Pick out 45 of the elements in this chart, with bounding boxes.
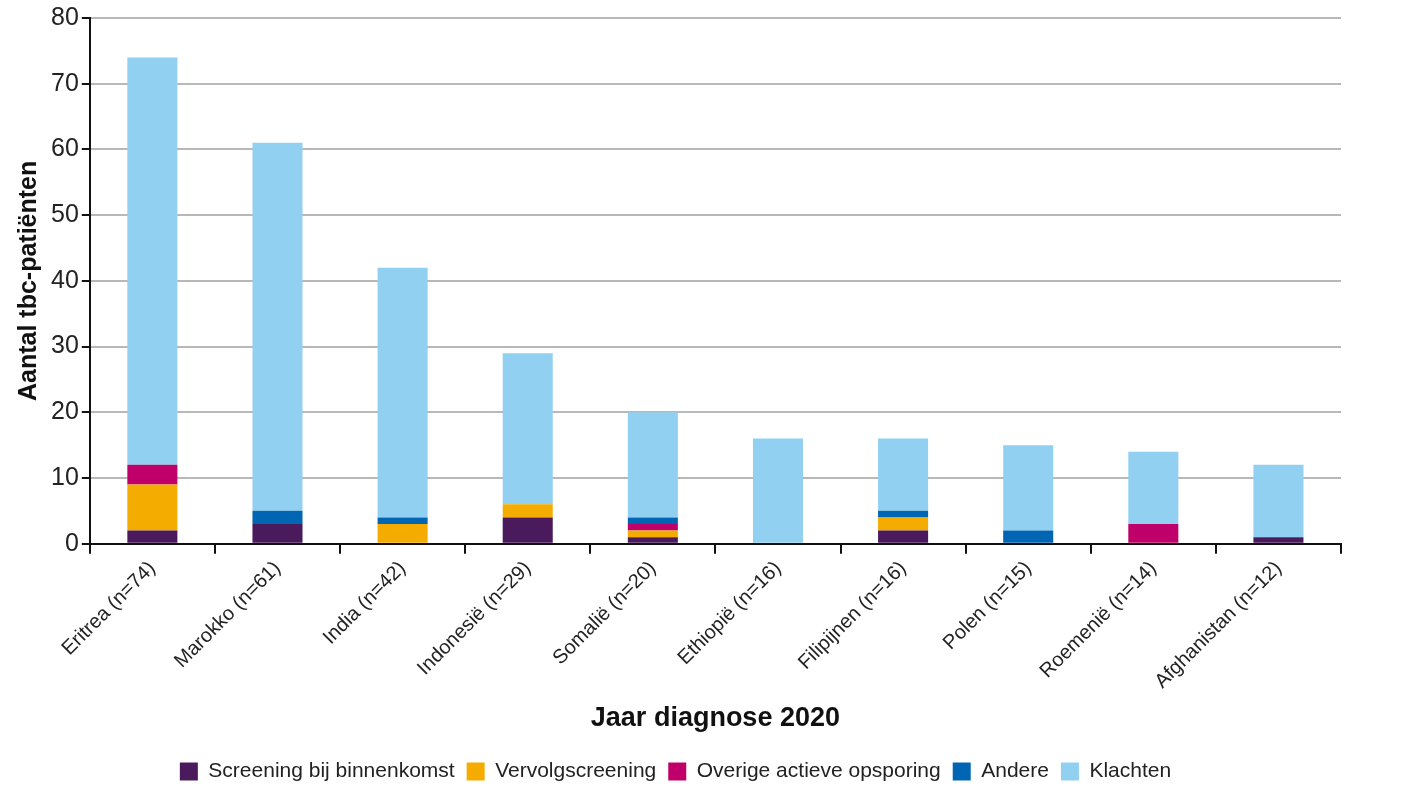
x-axis-title: Jaar diagnose 2020 (590, 702, 840, 733)
bar (252, 510, 303, 525)
bar (252, 142, 303, 511)
bar (1003, 445, 1054, 531)
bar (502, 353, 553, 505)
bar (502, 504, 553, 518)
bar (252, 524, 303, 543)
legend-label: Overige actieve opsporing (696, 758, 941, 782)
bar (502, 517, 553, 543)
bar (1003, 530, 1054, 543)
bar (1128, 524, 1179, 543)
legend-label: Klachten (1089, 758, 1172, 782)
y-tick-label: 20 (51, 396, 79, 425)
y-tick-label: 50 (51, 199, 79, 228)
bar (127, 530, 178, 543)
bar (1253, 464, 1304, 538)
legend-label: Andere (981, 758, 1049, 782)
y-tick-label: 30 (51, 330, 79, 359)
legend-label: Screening bij binnenkomst (208, 758, 455, 782)
bar (627, 412, 678, 518)
legend-label: Vervolgscreening (495, 758, 657, 782)
bar (1253, 537, 1304, 543)
bar (377, 524, 428, 543)
bar (127, 464, 178, 485)
bar (627, 537, 678, 543)
bar (127, 57, 178, 465)
bar (878, 438, 929, 511)
bar (377, 517, 428, 525)
bar (878, 530, 929, 543)
bar (878, 510, 929, 518)
bar (377, 267, 428, 518)
y-tick-label: 0 (64, 527, 79, 556)
bar (127, 484, 178, 531)
y-axis-title: Aantal tbc-patiënten (12, 160, 41, 402)
bar (878, 517, 929, 531)
bar (627, 530, 678, 538)
y-tick-label: 60 (51, 133, 79, 162)
bar (627, 517, 678, 525)
bar (1128, 451, 1179, 525)
y-tick-label: 10 (51, 461, 79, 490)
y-tick-label: 80 (51, 1, 79, 30)
bar (627, 524, 678, 531)
y-tick-label: 70 (51, 67, 79, 96)
y-tick-label: 40 (51, 264, 79, 293)
bar (752, 438, 803, 543)
